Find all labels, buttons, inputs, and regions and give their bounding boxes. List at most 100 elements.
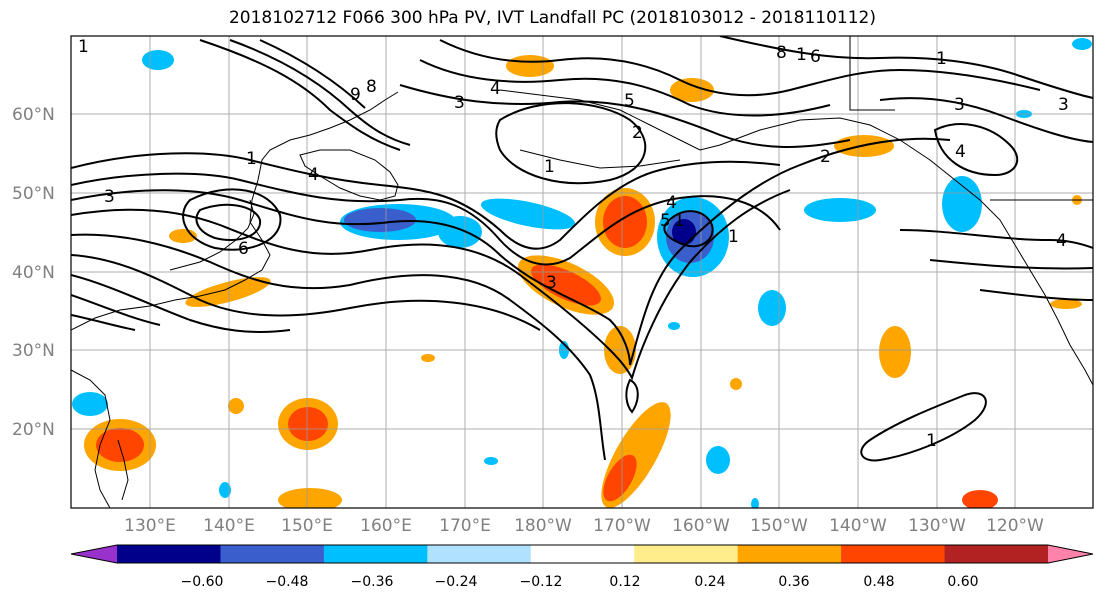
contour-label: 3 (454, 93, 465, 113)
longitude-labels: 130°E 140°E 150°E 160°E 170°E 180°W 170°… (124, 516, 1044, 536)
lat-label: 50°N (12, 184, 55, 204)
pv-contour (663, 210, 714, 248)
neg-blob (344, 208, 416, 232)
pv-contour (199, 39, 401, 151)
contour-label: 4 (490, 79, 501, 99)
coastlines (71, 36, 1093, 508)
neg-blob (484, 457, 498, 465)
contour-label: 6 (238, 239, 249, 259)
pv-contour (879, 97, 1093, 143)
pv-contour (71, 314, 136, 331)
contour-labels: 1 3 4 1 6 8 9 3 4 5 2 1 8 1 6 1 3 3 2 4 … (78, 37, 1069, 451)
contour-label: 6 (810, 47, 821, 67)
lon-label: 150°W (750, 516, 808, 536)
pv-contours (71, 36, 1093, 462)
colorbar-box (841, 545, 946, 563)
pv-contour (71, 137, 951, 366)
pv-contour (71, 294, 161, 326)
pv-contour (439, 39, 1041, 97)
colorbar-box (323, 545, 428, 563)
philippines (117, 439, 129, 501)
pv-ring (195, 203, 262, 241)
colorbar-tick-label: 0.60 (947, 574, 978, 590)
lon-label: 170°E (439, 516, 491, 536)
colorbar-tick-label: 0.48 (863, 574, 894, 590)
colorbar-tick-label: −0.48 (266, 574, 309, 590)
contour-label: 1 (926, 431, 937, 451)
pv-contour (71, 274, 291, 333)
contour-label: 2 (820, 147, 831, 167)
colorbar-tick-label: 0.12 (609, 574, 640, 590)
colorbar-box (944, 545, 1049, 563)
pv-contour (625, 378, 639, 414)
latitude-labels: 60°N 50°N 40°N 30°N 20°N (12, 105, 55, 440)
pv-contour (229, 39, 411, 146)
contour-label: 4 (1056, 231, 1067, 251)
pv-ring (182, 188, 282, 251)
neg-blob (758, 290, 786, 326)
neg-blob (942, 176, 982, 232)
pos-blob (1050, 299, 1082, 309)
pos-blob (670, 78, 714, 102)
pv-contour (929, 259, 1093, 270)
pv-contour (71, 172, 781, 266)
pos-blob (421, 354, 435, 362)
pos-blob (506, 55, 554, 77)
lon-label: 140°W (829, 516, 887, 536)
colorbar-tick-label: 0.24 (694, 574, 725, 590)
contour-label: 4 (955, 142, 966, 162)
lat-label: 20°N (12, 420, 55, 440)
colorbar-extend-max (1048, 545, 1093, 563)
positive-anomaly-shading (84, 55, 1082, 508)
pos-blob (288, 407, 328, 441)
colorbar-extend-min (71, 545, 117, 563)
contour-label: 1 (78, 37, 89, 57)
lon-label: 170°W (593, 516, 651, 536)
pv-contour (71, 233, 606, 461)
contour-label: 1 (246, 149, 257, 169)
neg-blob (668, 322, 680, 330)
neg-blob (438, 216, 482, 248)
colorbar-box (530, 545, 635, 563)
pv-contour (719, 36, 1093, 99)
neg-blob (72, 392, 108, 416)
colorbar-tick-label: −0.24 (435, 574, 478, 590)
pv-contour (899, 229, 1093, 249)
contour-label: 8 (776, 43, 787, 63)
colorbar (70, 544, 1094, 564)
colorbar-box (117, 545, 221, 563)
contour-label: 1 (796, 45, 807, 65)
pos-blob (278, 488, 342, 508)
colorbar-tick-labels: −0.60 −0.48 −0.36 −0.24 −0.12 0.12 0.24 … (181, 574, 979, 590)
lon-label: 180°W (514, 516, 572, 536)
contour-label: 5 (660, 211, 671, 231)
pv-contour (419, 59, 831, 117)
pos-blob (185, 277, 271, 307)
pos-blob (531, 264, 601, 306)
contour-label: 8 (366, 77, 377, 97)
lat-label: 30°N (12, 341, 55, 361)
pv-contour (399, 84, 851, 148)
lon-label: 120°W (986, 516, 1044, 536)
neg-blob (672, 219, 696, 245)
neg-blob (219, 482, 231, 498)
pv-contour (259, 39, 366, 109)
alaska-coast (499, 89, 1093, 386)
colorbar-box (427, 545, 532, 563)
colorbar-box (737, 545, 842, 563)
colorbar-box (634, 545, 739, 563)
neg-blob (706, 446, 730, 474)
contour-label: 9 (350, 85, 361, 105)
contour-label: 1 (544, 157, 555, 177)
contour-label: 1 (728, 227, 739, 247)
contour-label: 4 (308, 165, 319, 185)
contour-label: 1 (936, 49, 947, 69)
figure-title: 2018102712 F066 300 hPa PV, IVT Landfall… (228, 8, 876, 28)
contour-label: 3 (546, 273, 557, 293)
pv-contour (71, 189, 791, 381)
pv-contour (71, 152, 781, 250)
pos-blob (603, 196, 647, 248)
neg-blob (480, 198, 576, 230)
canada-coast (849, 36, 1093, 201)
